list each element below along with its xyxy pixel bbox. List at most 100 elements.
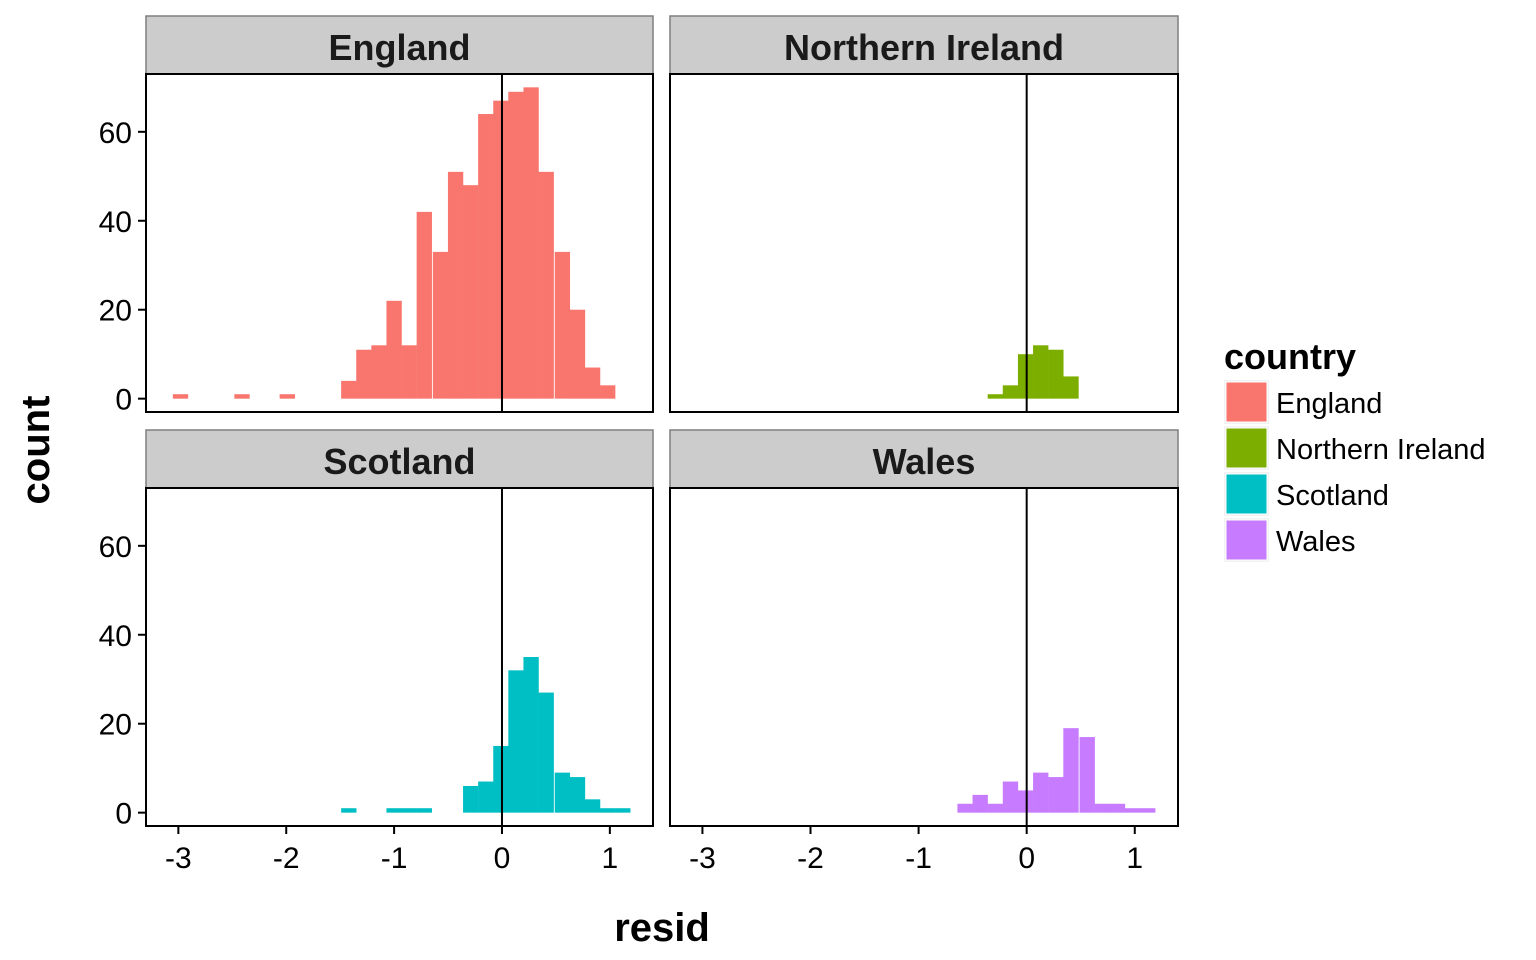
- histogram-bar: [463, 785, 479, 813]
- y-tick-label: 40: [99, 620, 132, 653]
- legend-title: country: [1224, 336, 1356, 377]
- histogram-bar: [523, 657, 539, 813]
- x-tick-label: -1: [381, 842, 408, 875]
- histogram-bar: [569, 777, 586, 813]
- facet-strip-scotland: [145, 429, 654, 489]
- panel-northern-ireland: Northern Ireland: [669, 15, 1179, 413]
- facet-strip-label: Wales: [873, 441, 976, 482]
- histogram-bar: [493, 745, 509, 813]
- histogram-bar: [538, 692, 554, 813]
- panel-border: [669, 487, 1179, 827]
- histogram-bar: [416, 211, 432, 399]
- legend-item-northern-ireland: Northern Ireland: [1224, 426, 1486, 470]
- histogram-bar: [554, 251, 571, 399]
- y-tick-label: 20: [99, 709, 132, 742]
- legend-label: Wales: [1276, 526, 1356, 558]
- histogram-bar: [401, 345, 417, 399]
- legend-label: England: [1276, 388, 1382, 420]
- histogram-bar: [478, 781, 494, 813]
- histogram-bar: [538, 171, 554, 399]
- x-tick-label: -2: [797, 842, 824, 875]
- facet-strip-label: Northern Ireland: [784, 27, 1064, 68]
- histogram-bar: [600, 808, 616, 813]
- x-tick-label: -2: [273, 842, 300, 875]
- panel-background: [146, 488, 653, 826]
- x-tick-label: 1: [1126, 842, 1143, 875]
- panel-wales: Wales: [669, 429, 1179, 827]
- facet-strip-england: [145, 15, 654, 75]
- x-tick-label: 1: [602, 842, 619, 875]
- histogram-bar: [615, 808, 631, 813]
- histogram-bar: [432, 251, 449, 399]
- histogram-bar: [1017, 790, 1034, 813]
- facet-panels: England Northern Ireland Scotland Wales: [145, 15, 1179, 827]
- histogram-bar: [569, 309, 586, 399]
- legend: country England Northern Ireland Scotland W…: [1224, 336, 1486, 562]
- x-tick-label: 0: [494, 842, 511, 875]
- histogram-bar: [386, 808, 402, 813]
- y-axis-title: count: [14, 396, 58, 505]
- legend-item-england: England: [1224, 380, 1382, 424]
- panel-border: [145, 73, 654, 413]
- histogram-bar: [1140, 808, 1156, 813]
- histogram-bar: [463, 185, 479, 399]
- histogram-bar: [972, 794, 988, 813]
- histogram-bar: [401, 808, 417, 813]
- y-axes: 0 20 40 60 0 20 40 60: [99, 117, 146, 831]
- histogram-bar: [1094, 803, 1111, 813]
- histogram-bar: [1048, 349, 1064, 399]
- histogram-bar: [584, 799, 601, 813]
- histogram-bar: [386, 300, 402, 399]
- histogram-bar: [1002, 781, 1019, 813]
- histogram-bar: [1124, 808, 1141, 813]
- histogram-bar: [1109, 803, 1126, 813]
- histogram-bar: [478, 114, 494, 399]
- histogram-bar: [987, 803, 1004, 813]
- histogram-bar: [341, 380, 357, 399]
- histogram-bar: [957, 803, 973, 813]
- histogram-bar: [447, 171, 464, 399]
- histogram-bar: [600, 385, 616, 399]
- histogram-bar: [416, 808, 432, 813]
- x-tick-label: -3: [689, 842, 716, 875]
- histogram-bar: [1033, 772, 1049, 813]
- histogram-bar: [1017, 354, 1034, 399]
- y-tick-label: 40: [99, 206, 132, 239]
- legend-item-wales: Wales: [1224, 518, 1356, 562]
- panel-england: England: [145, 15, 654, 413]
- panel-border: [669, 73, 1179, 413]
- histogram-bar: [554, 772, 571, 813]
- histogram-bar: [523, 87, 539, 399]
- histogram-bar: [1063, 376, 1079, 399]
- y-tick-label: 0: [115, 384, 132, 417]
- histogram-bar: [1048, 777, 1064, 813]
- x-axis-title: resid: [614, 906, 710, 950]
- histogram-bar: [279, 394, 295, 399]
- y-tick-label: 60: [99, 531, 132, 564]
- x-tick-label: -3: [165, 842, 192, 875]
- histogram-bar: [341, 808, 357, 813]
- facet-strip-label: Scotland: [323, 441, 475, 482]
- panel-background: [670, 74, 1178, 412]
- histogram-bar: [172, 394, 189, 399]
- legend-label: Scotland: [1276, 480, 1389, 512]
- x-axes: -3 -2 -1 0 1 -3 -2 -1 0 1: [165, 826, 1143, 875]
- histogram-bar: [371, 345, 387, 399]
- panel-scotland: Scotland: [145, 429, 654, 827]
- x-tick-label: -1: [905, 842, 932, 875]
- x-tick-label: 0: [1018, 842, 1035, 875]
- histogram-bar: [584, 367, 601, 399]
- histogram-bar: [1033, 345, 1049, 399]
- histogram-bar: [493, 100, 509, 399]
- histogram-bar: [1079, 737, 1095, 813]
- panel-border: [145, 487, 654, 827]
- panel-background: [670, 488, 1178, 826]
- histogram-bar: [1063, 728, 1079, 813]
- legend-label: Northern Ireland: [1276, 434, 1486, 466]
- legend-swatch: [1225, 519, 1268, 561]
- histogram-bar: [234, 394, 250, 399]
- legend-items: England Northern Ireland Scotland Wales: [1224, 380, 1486, 562]
- y-tick-label: 0: [115, 798, 132, 831]
- legend-swatch: [1225, 473, 1268, 515]
